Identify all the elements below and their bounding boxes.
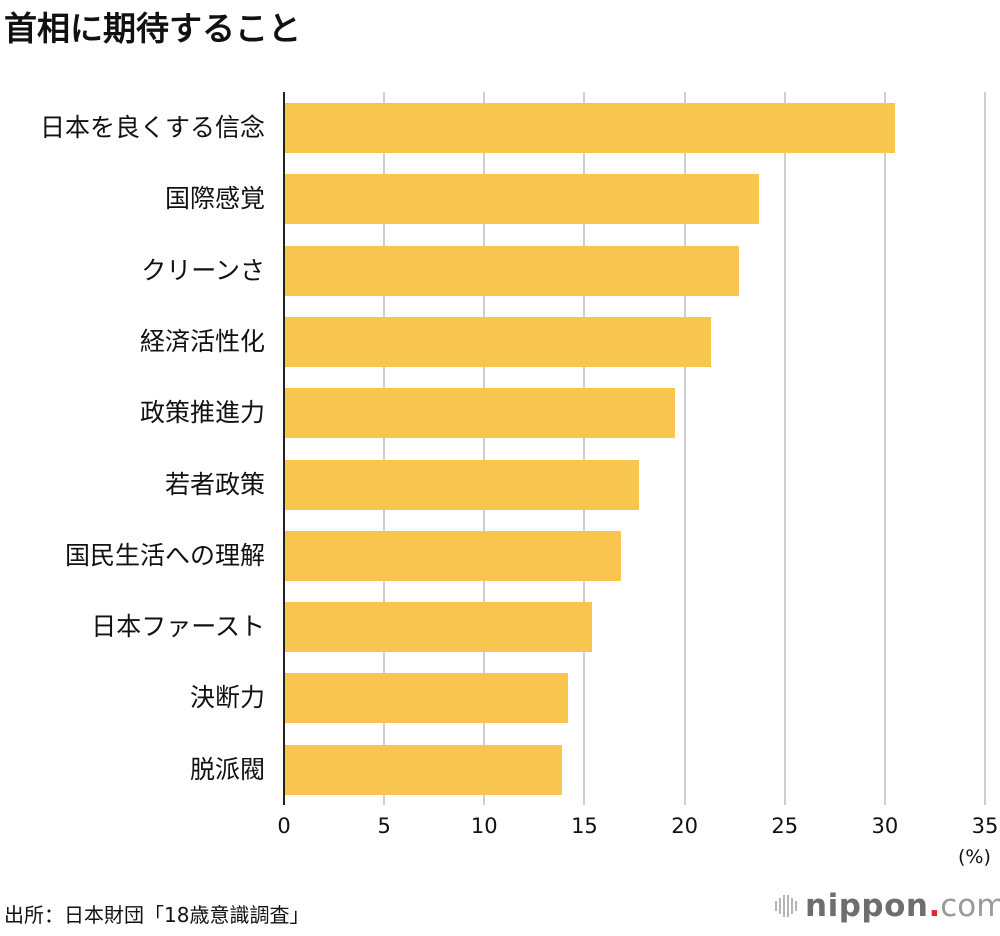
gridline [883, 92, 886, 805]
bar [285, 744, 563, 795]
bar [285, 174, 759, 225]
gridline [583, 92, 586, 805]
bar [285, 459, 639, 510]
gridline [783, 92, 786, 805]
nippon-logo: nippon. com [775, 886, 1000, 926]
y-axis-line [283, 92, 285, 805]
category-label: 経済活性化 [139, 326, 265, 356]
bar [285, 530, 621, 581]
gridline [984, 92, 987, 805]
category-label: 政策推進力 [139, 398, 265, 428]
chart-title: 首相に期待すること [4, 9, 301, 48]
sound-bars-icon [775, 895, 797, 917]
category-label: 日本ファースト [91, 612, 265, 642]
category-label: 日本を良くする信念 [39, 113, 265, 142]
logo-dot: . [928, 888, 941, 924]
gridline [483, 92, 486, 805]
x-tick-label: 25 [771, 814, 799, 838]
bar [285, 245, 739, 296]
source-note: 出所：日本財団「18歳意識調査」 [4, 903, 310, 927]
gridline [383, 92, 386, 805]
x-axis-unit: (%) [958, 846, 991, 868]
category-label: 脱派閥 [189, 754, 265, 784]
bar [285, 388, 675, 439]
category-label: 若者政策 [164, 469, 265, 499]
bar [285, 673, 569, 724]
logo-text: nippon [805, 888, 929, 924]
x-tick-label: 35 [971, 814, 999, 838]
gridline [683, 92, 686, 805]
x-tick-label: 5 [377, 814, 391, 838]
x-tick-label: 0 [277, 814, 291, 838]
category-label: 国民生活への理解 [64, 540, 265, 570]
category-label: 国際感覚 [164, 184, 265, 214]
bar [285, 316, 711, 367]
x-tick-label: 20 [671, 814, 698, 838]
x-tick-label: 30 [871, 814, 899, 838]
bar [285, 602, 593, 653]
logo-suffix: com [940, 888, 1000, 924]
bar [285, 103, 895, 153]
x-tick-label: 15 [571, 814, 598, 838]
x-tick-label: 10 [470, 814, 498, 838]
category-label: クリーンさ [141, 255, 265, 285]
category-label: 決断力 [189, 683, 265, 713]
